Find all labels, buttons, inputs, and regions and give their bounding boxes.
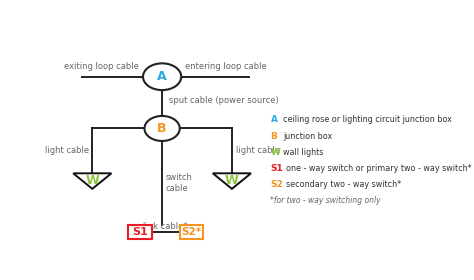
Text: one - way switch or primary two - way switch*: one - way switch or primary two - way sw…	[286, 164, 472, 173]
Text: light cable: light cable	[236, 146, 280, 155]
Text: S2*: S2*	[182, 227, 201, 237]
Text: wall lights: wall lights	[283, 148, 324, 157]
Text: W: W	[85, 174, 99, 187]
Text: switch
cable: switch cable	[166, 173, 192, 193]
Text: A: A	[271, 115, 277, 124]
Ellipse shape	[143, 63, 181, 90]
Text: S2: S2	[271, 180, 283, 189]
Text: B: B	[157, 122, 167, 135]
FancyBboxPatch shape	[128, 225, 152, 239]
Text: W: W	[271, 148, 280, 157]
Text: A: A	[157, 70, 167, 83]
Ellipse shape	[145, 116, 180, 141]
Text: link cable*: link cable*	[144, 222, 188, 231]
Text: secondary two - way switch*: secondary two - way switch*	[286, 180, 401, 189]
FancyBboxPatch shape	[180, 225, 203, 239]
Polygon shape	[213, 173, 251, 189]
Text: B: B	[271, 132, 277, 141]
Text: *for two - way switching only: *for two - way switching only	[271, 196, 381, 205]
Text: entering loop cable: entering loop cable	[185, 62, 267, 71]
Text: S1: S1	[271, 164, 283, 173]
Polygon shape	[73, 173, 111, 189]
Text: light cable: light cable	[45, 146, 89, 155]
Text: exiting loop cable: exiting loop cable	[64, 62, 139, 71]
Text: sput cable (power source): sput cable (power source)	[170, 96, 279, 105]
Text: junction box: junction box	[283, 132, 333, 141]
Text: S1: S1	[132, 227, 148, 237]
Text: ceiling rose or lighting circuit junction box: ceiling rose or lighting circuit junctio…	[283, 115, 452, 124]
Text: W: W	[225, 174, 239, 187]
